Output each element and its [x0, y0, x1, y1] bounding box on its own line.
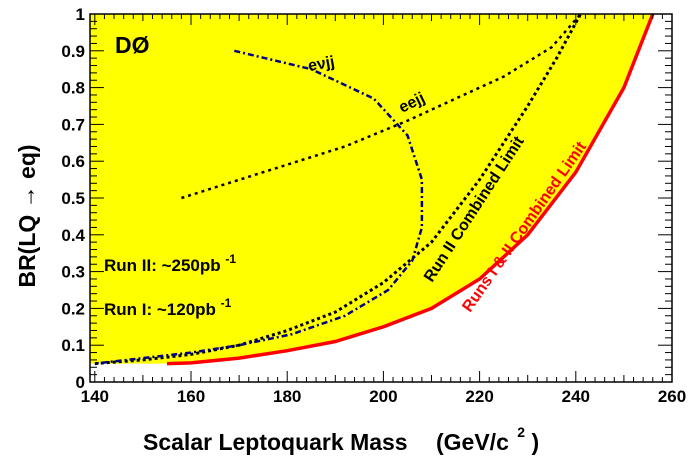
runs12-combined-limit-line — [166, 13, 655, 366]
axis-ticks — [90, 13, 673, 383]
eejj-limit-line — [181, 13, 582, 200]
y-tick-label: 0.7 — [61, 115, 85, 134]
y-tick-label: 0.2 — [61, 299, 85, 318]
excluded-region — [90, 14, 653, 364]
y-tick-label: 0.4 — [61, 226, 85, 245]
run2-combined-limit-line — [94, 13, 582, 366]
tick-labels: 140 160 180 200 220 240 260 0 0.1 0.2 0.3 0.4 0.5 0.6… — [61, 5, 686, 406]
y-axis-title: BR(LQ → eq) — [14, 144, 40, 287]
y-tick-label: 0.6 — [61, 152, 85, 171]
enujj-curve-label: eνjj — [307, 54, 336, 75]
run1-luminosity-label: Run I: ~120pb -1 — [104, 296, 232, 319]
x-tick-label: 240 — [562, 387, 590, 406]
y-tick-label: 0.3 — [61, 263, 85, 282]
x-tick-label: 220 — [465, 387, 493, 406]
y-tick-label: 0.8 — [61, 79, 85, 98]
enujj-limit-line — [94, 49, 424, 365]
excluded-region-fill — [90, 14, 653, 364]
y-tick-label: 0.5 — [61, 189, 85, 208]
y-tick-label: 0.1 — [61, 336, 85, 355]
x-tick-label: 180 — [273, 387, 301, 406]
experiment-label: DØ — [115, 32, 150, 58]
x-tick-label: 260 — [658, 387, 686, 406]
x-tick-label: 200 — [369, 387, 397, 406]
x-tick-label: 140 — [81, 387, 109, 406]
x-axis-title: Scalar Leptoquark Mass (GeV/c 2 ) — [143, 416, 539, 455]
y-tick-label: 1 — [76, 5, 85, 24]
y-tick-label: 0 — [76, 373, 85, 392]
limit-curves — [94, 13, 655, 366]
run2-luminosity-label: Run II: ~250pb -1 — [104, 252, 236, 275]
x-tick-label: 160 — [177, 387, 205, 406]
y-tick-label: 0.9 — [61, 42, 85, 61]
